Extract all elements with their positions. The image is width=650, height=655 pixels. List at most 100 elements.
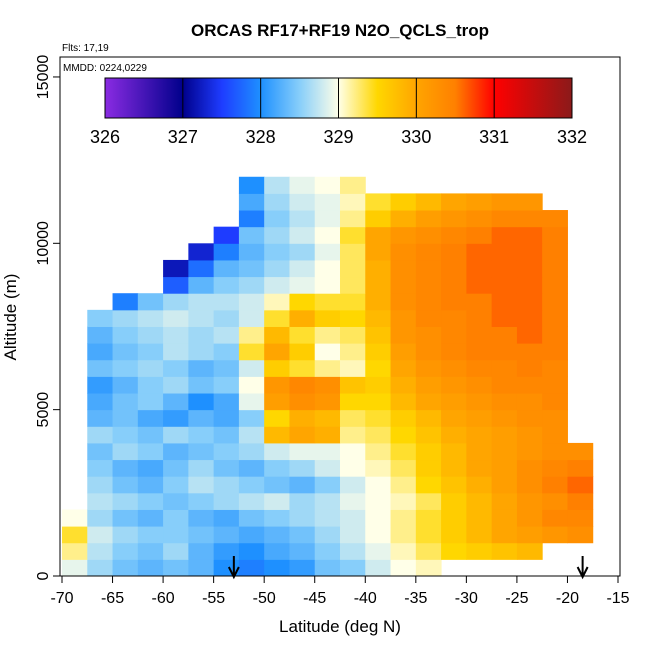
cell	[314, 376, 341, 394]
cell	[314, 542, 341, 560]
cell	[163, 442, 189, 461]
x-tick-label: -45	[303, 590, 326, 607]
cell	[390, 559, 417, 577]
cell	[264, 226, 290, 244]
cell	[289, 376, 316, 394]
cell	[314, 259, 341, 278]
cell	[542, 276, 568, 294]
cell	[137, 409, 164, 427]
cell	[213, 409, 240, 427]
cell	[289, 559, 316, 577]
cell	[213, 293, 240, 311]
cell	[340, 276, 366, 294]
cell	[365, 210, 392, 228]
cell	[466, 210, 493, 228]
cell	[314, 459, 341, 477]
cell	[340, 459, 366, 477]
cell	[390, 326, 417, 344]
cell	[441, 409, 467, 427]
cell	[137, 343, 164, 361]
cell	[213, 309, 240, 327]
cell	[516, 393, 543, 411]
cell	[390, 359, 417, 377]
cell	[112, 492, 139, 510]
cell	[491, 210, 518, 228]
cell	[365, 259, 392, 278]
cell	[238, 176, 265, 194]
cell	[466, 343, 493, 361]
cell	[213, 459, 240, 477]
cell	[390, 343, 417, 361]
cell	[542, 526, 568, 544]
cell	[163, 459, 189, 477]
cell	[238, 426, 265, 444]
cell	[213, 343, 240, 361]
cell	[264, 210, 290, 228]
cell	[340, 376, 366, 394]
cell	[340, 259, 366, 278]
cell	[238, 409, 265, 427]
cell	[340, 526, 366, 544]
cell	[340, 193, 366, 211]
cell	[491, 326, 518, 344]
colorbar-tick-label: 331	[479, 127, 509, 147]
cell	[314, 343, 341, 361]
cell	[112, 409, 139, 427]
cell	[188, 276, 215, 294]
cell	[365, 442, 392, 461]
x-tick-label: -40	[354, 590, 377, 607]
cell	[415, 326, 442, 344]
x-tick-label: -15	[606, 590, 629, 607]
cell	[289, 409, 316, 427]
cell	[491, 276, 518, 294]
cell	[238, 343, 265, 361]
cell	[163, 326, 189, 344]
cell	[213, 276, 240, 294]
cell	[441, 359, 467, 377]
cell	[491, 343, 518, 361]
cell	[365, 359, 392, 377]
cell	[491, 442, 518, 461]
cell	[390, 492, 417, 510]
cell	[314, 359, 341, 377]
arrow	[576, 556, 589, 580]
cell	[188, 393, 215, 411]
cell	[289, 492, 316, 510]
cell	[314, 293, 341, 311]
cell	[390, 393, 417, 411]
cell	[289, 309, 316, 327]
cell	[264, 176, 290, 194]
cell	[365, 293, 392, 311]
cell	[238, 359, 265, 377]
cell	[213, 226, 240, 244]
cell	[289, 459, 316, 477]
cell	[491, 393, 518, 411]
cell	[289, 509, 316, 527]
cell	[112, 309, 139, 327]
cell	[137, 542, 164, 560]
cell	[365, 542, 392, 560]
cell	[213, 509, 240, 527]
cell	[390, 409, 417, 427]
cell	[87, 442, 114, 461]
cell	[415, 193, 442, 211]
cell	[314, 226, 341, 244]
cell	[112, 426, 139, 444]
cell	[390, 459, 417, 477]
cell	[264, 359, 290, 377]
cell	[466, 309, 493, 327]
cell	[542, 376, 568, 394]
cell	[137, 442, 164, 461]
cell	[264, 409, 290, 427]
cell	[441, 476, 467, 494]
cell	[137, 376, 164, 394]
cell	[516, 376, 543, 394]
cell	[163, 542, 189, 560]
x-tick-label: -55	[202, 590, 225, 607]
cell	[390, 542, 417, 560]
annotation: Flts: 17,19	[62, 43, 109, 54]
cell	[441, 276, 467, 294]
cell	[415, 426, 442, 444]
cell	[87, 343, 114, 361]
cell	[415, 259, 442, 278]
